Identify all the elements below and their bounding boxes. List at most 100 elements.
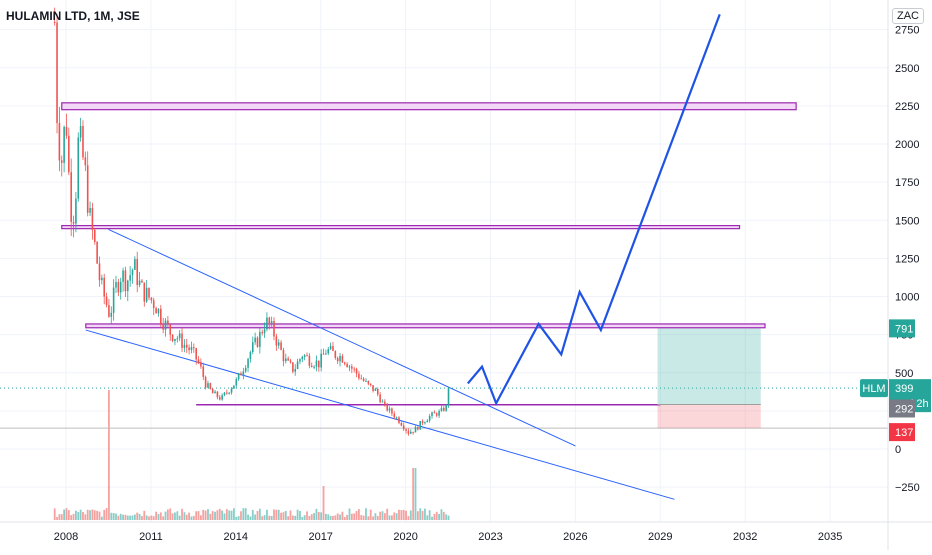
volume-bar	[63, 509, 66, 520]
candle-body	[157, 308, 160, 314]
candle-body	[334, 351, 337, 358]
candle-body	[299, 359, 301, 362]
volume-bar	[426, 515, 429, 520]
volume-bar	[100, 516, 103, 520]
volume-bar	[247, 514, 249, 520]
candle-body	[141, 280, 143, 283]
stop-price-label-bg	[889, 423, 915, 442]
level-layer[interactable]	[0, 102, 888, 429]
candle-body	[322, 353, 325, 355]
candle-body	[277, 342, 280, 346]
volume-bar	[164, 511, 167, 520]
volume-bar	[56, 516, 58, 520]
projection-layer[interactable]	[467, 13, 721, 406]
candle-body	[167, 320, 169, 325]
last-price-text: 399	[895, 383, 913, 395]
candle-body	[266, 317, 268, 330]
volume-bar	[75, 510, 77, 520]
y-tick-label: 2250	[895, 101, 919, 113]
volume-bar	[419, 508, 422, 520]
candle-body	[70, 172, 72, 222]
candle-body	[303, 355, 306, 357]
volume-bar	[350, 513, 353, 520]
y-tick-label: 1000	[895, 292, 919, 304]
volume-bar	[178, 515, 181, 520]
volume-bar	[343, 516, 346, 520]
candle-body	[230, 388, 233, 393]
volume-bar	[93, 510, 96, 520]
candle-body	[280, 342, 282, 350]
candle-body	[388, 408, 391, 411]
volume-bar	[416, 511, 419, 520]
volume-bar	[424, 508, 426, 520]
volume-bar	[91, 509, 94, 520]
candle-body	[376, 388, 379, 395]
volume-bar	[296, 509, 299, 520]
volume-bar	[381, 511, 384, 520]
volume-bar	[376, 515, 379, 520]
candle-body	[185, 344, 188, 348]
volume-bar	[155, 511, 157, 520]
volume-bar	[218, 508, 221, 520]
volume-bar	[223, 513, 226, 520]
candle-body	[82, 125, 84, 158]
candle-body	[301, 356, 304, 360]
candle-body	[358, 373, 360, 379]
volume-bar	[258, 508, 261, 520]
candle-body	[379, 394, 381, 403]
candle-body	[171, 334, 174, 342]
volume-bar	[105, 508, 108, 520]
candle-body	[150, 297, 153, 301]
candle-body	[124, 270, 127, 292]
candle-body	[428, 416, 431, 421]
currency-button[interactable]: ZAC	[892, 8, 924, 24]
volume-bar	[428, 510, 431, 520]
candle-body	[320, 353, 322, 368]
volume-bar	[440, 509, 443, 520]
volume-bar	[256, 511, 259, 520]
volume-bar	[329, 515, 332, 520]
volume-bar	[306, 511, 308, 520]
volume-bar	[143, 510, 146, 520]
y-tick-label: 2500	[895, 63, 919, 75]
volume-bar	[65, 508, 68, 520]
x-tick-label: 2011	[139, 531, 163, 543]
volume-bar	[84, 514, 87, 520]
candle-body	[197, 359, 200, 363]
candle-body	[216, 391, 219, 398]
volume-bar	[141, 516, 143, 520]
position-layer[interactable]	[657, 328, 761, 429]
volume-bar	[225, 509, 228, 520]
x-tick-label: 2032	[733, 531, 757, 543]
candle-body	[131, 269, 134, 276]
trend-line	[108, 228, 576, 447]
candle-body	[101, 277, 103, 281]
candle-body	[275, 336, 278, 346]
volume-bar	[190, 516, 193, 520]
volume-bar	[379, 511, 382, 520]
trend-line	[85, 329, 675, 500]
candle-body	[233, 385, 235, 389]
volume-bar	[388, 515, 391, 520]
candle-body	[204, 376, 207, 388]
volume-bar	[407, 516, 410, 520]
volume-bar	[315, 508, 318, 520]
volume-bar	[176, 511, 179, 520]
candle-body	[221, 395, 223, 400]
candle-body	[346, 363, 348, 368]
candle-body	[138, 280, 141, 286]
candle-body	[84, 157, 87, 166]
volume-bar	[332, 515, 334, 520]
volume-bar	[228, 510, 231, 520]
volume-bar	[355, 511, 358, 520]
trend-layer[interactable]	[85, 228, 675, 500]
candle-body	[327, 349, 330, 354]
candle-body	[188, 347, 190, 351]
candle-body	[249, 352, 252, 359]
volume-bar	[435, 511, 438, 520]
candle-body	[270, 321, 273, 325]
candle-body	[211, 388, 214, 394]
